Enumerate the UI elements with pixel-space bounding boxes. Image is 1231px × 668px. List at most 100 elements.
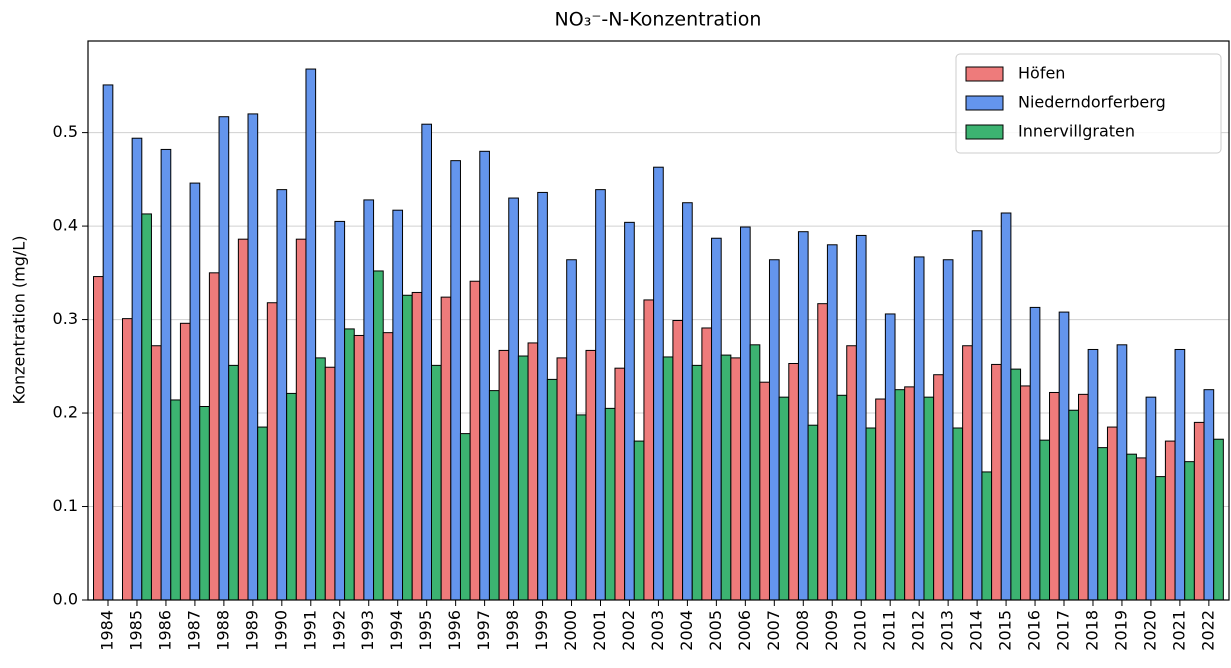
x-tick-label: 1995 — [416, 610, 435, 651]
bar — [257, 426, 268, 601]
x-tick-label: 1993 — [358, 610, 377, 651]
bar — [247, 113, 259, 601]
bar — [498, 349, 510, 601]
x-tick-label: 1999 — [532, 610, 551, 651]
bar — [546, 378, 558, 601]
bar — [411, 291, 423, 601]
bar — [778, 396, 790, 601]
x-tick-label: 1991 — [300, 610, 319, 651]
bar — [382, 332, 394, 601]
bar — [537, 191, 548, 601]
bar — [604, 407, 616, 601]
bar — [295, 238, 307, 601]
bar — [141, 213, 152, 601]
bar — [691, 364, 703, 601]
bar — [585, 349, 597, 601]
bar — [730, 357, 742, 601]
x-tick-label: 2011 — [880, 610, 899, 651]
bar — [266, 302, 278, 601]
x-tick-label: 2007 — [764, 610, 783, 651]
bar — [1164, 440, 1176, 601]
bar — [517, 355, 529, 601]
x-tick-label: 2017 — [1054, 610, 1073, 651]
x-tick-label: 1987 — [184, 610, 203, 651]
bar — [1174, 348, 1186, 601]
bar — [402, 294, 413, 601]
bar — [450, 160, 461, 601]
x-tick-label: 2012 — [909, 610, 928, 651]
bar — [759, 381, 770, 601]
bar — [807, 424, 819, 601]
bar — [662, 356, 674, 601]
x-tick-label: 1997 — [474, 610, 493, 651]
y-tick-label: 0.5 — [53, 122, 78, 141]
plot-frame — [87, 40, 1230, 601]
bar — [131, 137, 143, 601]
x-tick-label: 1985 — [126, 610, 145, 651]
legend-swatch — [965, 66, 1004, 82]
x-tick-label: 1988 — [213, 610, 232, 651]
bar — [720, 354, 732, 601]
bar — [797, 231, 809, 601]
bar — [199, 406, 210, 601]
bar — [373, 270, 384, 601]
bar — [1077, 393, 1089, 601]
bar — [711, 237, 722, 601]
x-tick-label: 2022 — [1198, 610, 1217, 651]
bar — [1116, 344, 1128, 601]
y-tick-label: 0.4 — [53, 216, 78, 235]
bar — [1010, 368, 1022, 601]
bar — [430, 364, 442, 601]
x-tick-label: 1992 — [329, 610, 348, 651]
bar — [624, 221, 635, 601]
bar — [305, 68, 317, 601]
bar — [276, 189, 288, 601]
bar — [981, 471, 993, 601]
bar — [826, 244, 838, 601]
legend-label: Niederndorferberg — [1018, 93, 1166, 112]
bar — [933, 374, 944, 601]
x-tick-label: 1990 — [271, 610, 290, 651]
bar — [971, 230, 983, 601]
bar — [865, 427, 877, 601]
y-axis-label: Konzentration (mg/L) — [10, 236, 29, 405]
bar — [469, 280, 481, 601]
bar — [286, 392, 297, 601]
y-tick-label: 0.1 — [53, 496, 78, 515]
bar — [170, 399, 181, 601]
bar — [488, 390, 500, 601]
bar — [121, 318, 133, 601]
y-tick-label: 0.2 — [53, 403, 78, 422]
bar — [884, 313, 896, 601]
bar — [1068, 409, 1079, 601]
bar — [189, 182, 201, 601]
x-tick-label: 2013 — [938, 610, 957, 651]
x-tick-label: 1998 — [503, 610, 522, 651]
legend-swatch — [965, 95, 1004, 111]
x-tick-label: 2004 — [677, 610, 696, 651]
bar — [1039, 439, 1051, 601]
bar — [1126, 453, 1137, 601]
bar — [846, 345, 857, 601]
bar — [208, 272, 220, 601]
legend: Höfen Niederndorferberg Innervillgraten — [955, 53, 1222, 154]
bar — [575, 414, 587, 601]
bar — [479, 150, 490, 601]
bar — [1087, 348, 1099, 601]
bar — [749, 344, 761, 601]
bar — [740, 226, 751, 601]
bar — [566, 259, 577, 601]
y-tick-label: 0.0 — [53, 590, 78, 609]
bar — [1106, 426, 1118, 601]
bar — [315, 357, 326, 601]
bar — [633, 440, 645, 601]
bar — [768, 259, 780, 601]
bar — [1193, 421, 1205, 601]
bar — [93, 276, 104, 601]
bar — [527, 342, 539, 601]
bar — [324, 366, 336, 601]
x-tick-label: 2016 — [1025, 610, 1044, 651]
bar — [237, 238, 249, 601]
x-tick-label: 2018 — [1082, 610, 1101, 651]
